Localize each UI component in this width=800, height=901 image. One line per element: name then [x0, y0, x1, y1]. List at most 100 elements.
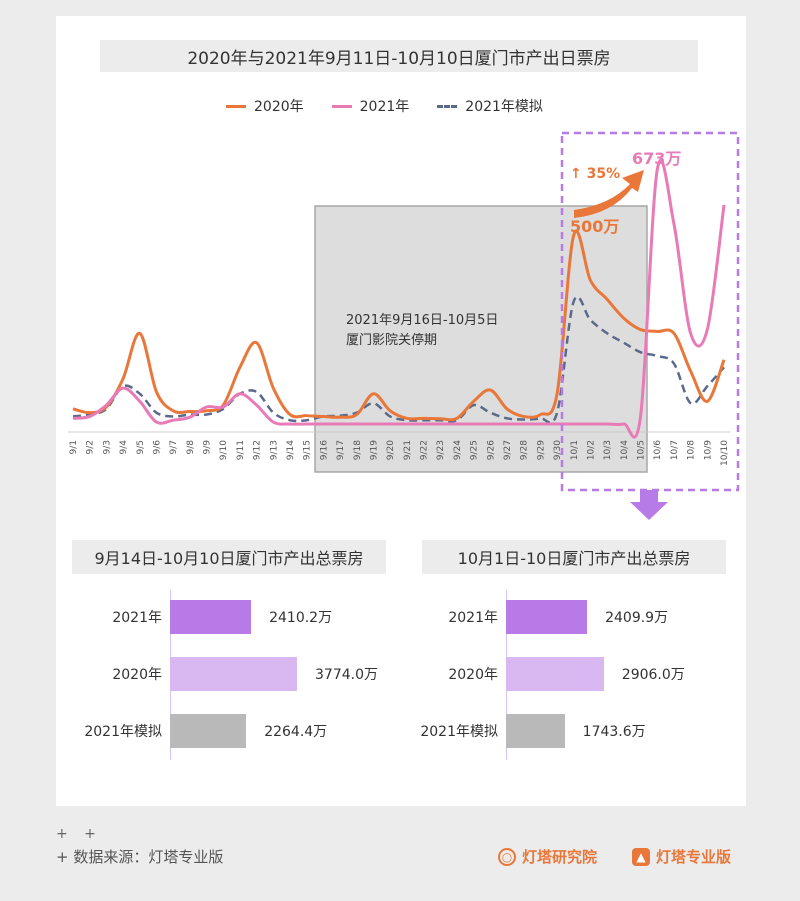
growth-arrow	[574, 170, 644, 218]
peak-2021-label: 673万	[632, 149, 681, 168]
x-tick-label: 9/14	[286, 440, 296, 460]
peak-2020-label: 500万	[570, 217, 619, 236]
series-line-2020	[72, 230, 726, 422]
x-tick-label: 9/24	[453, 440, 463, 460]
x-tick-label: 9/28	[520, 440, 530, 460]
legend-item-2020: 2020年	[226, 96, 304, 116]
closure-period-box	[314, 205, 648, 473]
brand-pro-label: 灯塔专业版	[656, 848, 732, 866]
x-tick-label: 9/7	[169, 440, 179, 454]
bar-category-label: 2021年	[112, 610, 162, 626]
x-tick-label: 9/19	[369, 440, 379, 460]
bar	[506, 600, 588, 634]
bar	[170, 600, 252, 634]
legend-item-2021: 2021年	[331, 96, 410, 116]
bar	[170, 657, 297, 691]
bar	[506, 714, 565, 748]
x-tick-label: 9/6	[152, 440, 162, 455]
legend-swatch-2020	[226, 104, 246, 108]
x-tick-label: 10/4	[620, 440, 630, 460]
x-tick-label: 10/2	[586, 440, 596, 460]
brand-pro: ▲ 灯塔专业版	[632, 846, 731, 867]
bar-category-label: 2020年	[112, 667, 162, 683]
x-tick-label: 9/29	[536, 440, 546, 460]
bar	[506, 657, 604, 691]
bar-chart-2-title: 10月1日-10日厦门市产出总票房	[422, 540, 726, 574]
bar-category-label: 2021年模拟	[84, 724, 162, 740]
x-tick-label: 9/2	[86, 440, 96, 454]
bar-row: 2020年 3774.0万	[70, 657, 378, 691]
bar-chart-2: 2021年 2409.9万 2020年 2906.0万 2021年模拟 1743…	[406, 590, 706, 760]
highlight-dashed-box	[560, 131, 740, 492]
x-tick-label: 9/16	[319, 440, 329, 460]
legend-label-2021: 2021年	[359, 99, 410, 115]
x-tick-label: 9/9	[203, 440, 213, 455]
legend-label-2021-sim: 2021年模拟	[465, 99, 543, 115]
closure-note-line1: 2021年9月16日-10月5日	[346, 313, 498, 328]
bar-value-label: 2410.2万	[269, 610, 333, 626]
lighthouse-icon: ▲	[632, 847, 650, 866]
x-tick-label: 9/18	[353, 440, 363, 460]
x-tick-labels: 9/1 9/2 9/3 9/4 9/5 9/6 9/7 9/8 9/9 9/10 9/11 9/12 9…	[69, 440, 730, 466]
x-tick-label: 9/23	[436, 440, 446, 460]
x-tick-label: 10/7	[670, 440, 680, 460]
bar-chart-1: 2021年 2410.2万 2020年 3774.0万 2021年模拟 2264…	[70, 590, 378, 760]
x-tick-label: 10/9	[703, 440, 713, 460]
bar-category-label: 2021年	[448, 610, 498, 626]
down-arrow-stem	[640, 490, 658, 504]
legend-label-2020: 2020年	[254, 99, 304, 115]
x-tick-label: 10/10	[720, 440, 730, 466]
x-tick-label: 9/26	[486, 440, 496, 460]
bar-value-label: 2409.9万	[605, 610, 669, 626]
bar	[170, 714, 247, 748]
x-tick-label: 9/4	[119, 440, 129, 455]
bar-chart-1-title: 9月14日-10月10日厦门市产出总票房	[72, 540, 386, 574]
bar-category-label: 2021年模拟	[420, 724, 498, 740]
x-tick-label: 9/5	[136, 440, 146, 454]
main-chart-title: 2020年与2021年9月11日-10月10日厦门市产出日票房	[100, 40, 698, 72]
down-arrow-icon	[630, 502, 668, 520]
x-tick-label: 9/1	[69, 440, 79, 454]
brand-research-label: 灯塔研究院	[522, 848, 598, 866]
x-tick-label: 9/3	[102, 440, 112, 454]
bar-row: 2021年 2410.2万	[70, 600, 332, 634]
x-tick-label: 9/12	[253, 440, 263, 460]
legend-swatch-2021	[331, 104, 352, 108]
series-line-2021	[72, 159, 726, 439]
bar-row: 2021年模拟 1743.6万	[406, 714, 646, 748]
legend-swatch-2021-sim	[437, 104, 458, 108]
bar-value-label: 1743.6万	[582, 724, 646, 740]
x-tick-label: 9/25	[470, 440, 480, 460]
x-tick-label: 10/6	[653, 440, 663, 460]
bar-value-label: 2906.0万	[621, 667, 685, 683]
footer-plus-marks: + +	[56, 826, 102, 842]
main-chart-legend: 2020年 2021年 2021年模拟	[226, 96, 543, 116]
x-tick-label: 9/15	[303, 440, 313, 460]
bar-row: 2020年 2906.0万	[406, 657, 685, 691]
x-tick-label: 9/13	[269, 440, 279, 460]
footer-source: + 数据来源：灯塔专业版	[56, 848, 224, 866]
x-tick-label: 10/5	[637, 440, 647, 460]
growth-label: ↑ 35%	[570, 166, 620, 182]
x-tick-label: 9/10	[219, 440, 229, 460]
series-line-2021-sim	[72, 295, 725, 424]
bar-category-label: 2020年	[448, 667, 498, 683]
x-tick-label: 9/21	[403, 440, 413, 460]
x-tick-label: 10/8	[687, 440, 697, 460]
bar-value-label: 3774.0万	[315, 667, 378, 683]
bar-row: 2021年 2409.9万	[406, 600, 668, 634]
brand-research: ○ 灯塔研究院	[498, 846, 597, 867]
bar-value-label: 2264.4万	[264, 724, 328, 740]
x-tick-label: 10/1	[570, 440, 580, 460]
x-tick-label: 10/3	[603, 440, 613, 460]
x-tick-label: 9/20	[386, 440, 396, 460]
legend-item-2021-sim: 2021年模拟	[437, 96, 543, 116]
x-tick-label: 9/17	[336, 440, 346, 460]
search-icon: ○	[498, 847, 516, 866]
x-tick-label: 9/8	[186, 440, 196, 455]
x-tick-label: 9/30	[553, 440, 563, 460]
line-chart: 2021年9月16日-10月5日 厦门影院关停期 9/1 9/2 9/3 9/4 9/5…	[68, 131, 740, 520]
x-tick-label: 9/22	[420, 440, 430, 460]
closure-note-line2: 厦门影院关停期	[346, 332, 437, 348]
x-tick-label: 9/11	[236, 440, 246, 460]
